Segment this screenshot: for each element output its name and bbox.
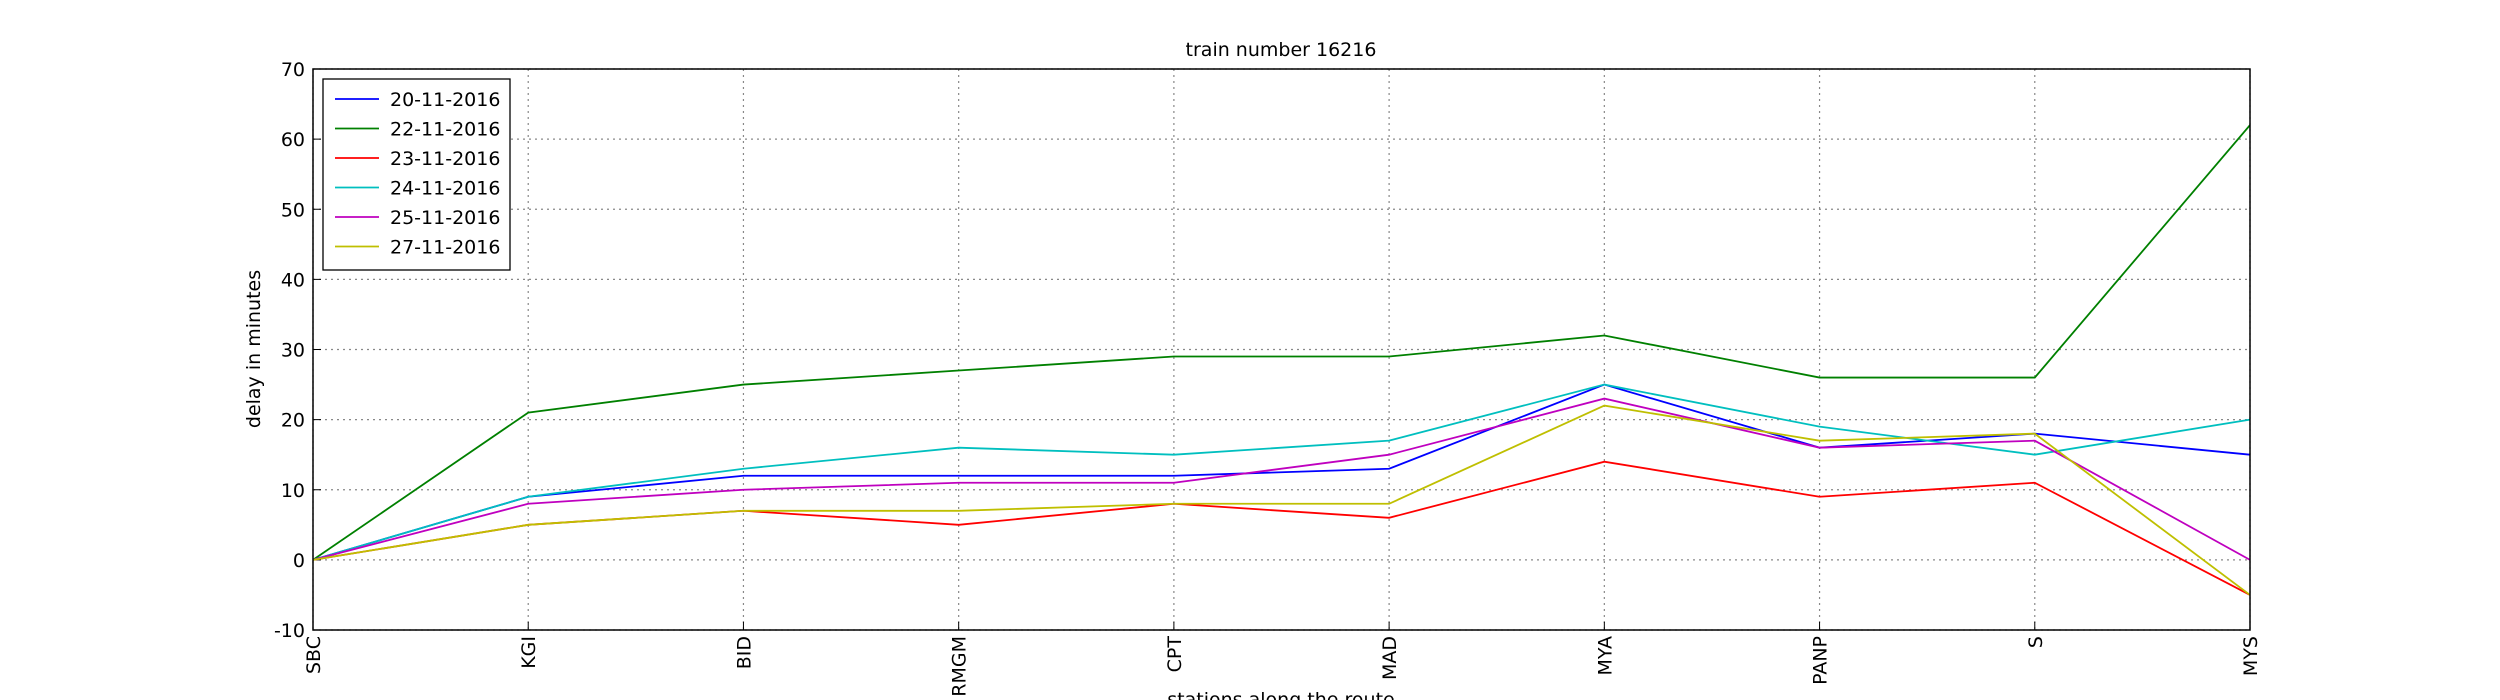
legend-label: 24-11-2016: [390, 178, 500, 200]
y-tick-label: 30: [281, 340, 305, 362]
y-tick-label: -10: [274, 620, 305, 642]
x-axis-label: stations along the route: [1167, 689, 1394, 700]
y-tick-label: 50: [281, 199, 305, 221]
series-line: [312, 460, 2251, 596]
x-tick-label: S: [2025, 636, 2047, 648]
y-tick-label: 70: [281, 59, 305, 81]
x-tick-label: SBC: [303, 636, 325, 674]
y-tick-label: 0: [293, 550, 305, 572]
series-line: [312, 397, 2251, 561]
legend-label: 27-11-2016: [390, 237, 500, 259]
series-line: [312, 404, 2251, 596]
series-line: [312, 383, 2251, 561]
y-tick-label: 40: [281, 269, 305, 291]
legend-label: 25-11-2016: [390, 207, 500, 229]
x-tick-label: MAD: [1379, 636, 1401, 680]
x-tick-label: KGI: [518, 636, 540, 669]
plot-frame: [312, 68, 2251, 631]
y-tick-label: 60: [281, 129, 305, 151]
legend-box: [322, 78, 511, 271]
chart-title: train number 16216: [1186, 39, 1377, 61]
x-tick-label: RMGM: [949, 636, 971, 697]
series-line: [312, 124, 2251, 561]
x-tick-label: MYS: [2240, 636, 2262, 676]
legend-label: 23-11-2016: [390, 148, 500, 170]
y-axis-label: delay in minutes: [243, 270, 265, 428]
series-line: [312, 383, 2251, 561]
x-tick-label: MYA: [1594, 636, 1616, 676]
legend-label: 22-11-2016: [390, 119, 500, 141]
legend-label: 20-11-2016: [390, 89, 500, 111]
x-tick-label: BID: [733, 636, 755, 669]
y-tick-label: 10: [281, 480, 305, 502]
x-tick-label: CPT: [1164, 636, 1186, 673]
x-tick-label: PANP: [1810, 636, 1832, 685]
y-tick-label: 20: [281, 410, 305, 432]
